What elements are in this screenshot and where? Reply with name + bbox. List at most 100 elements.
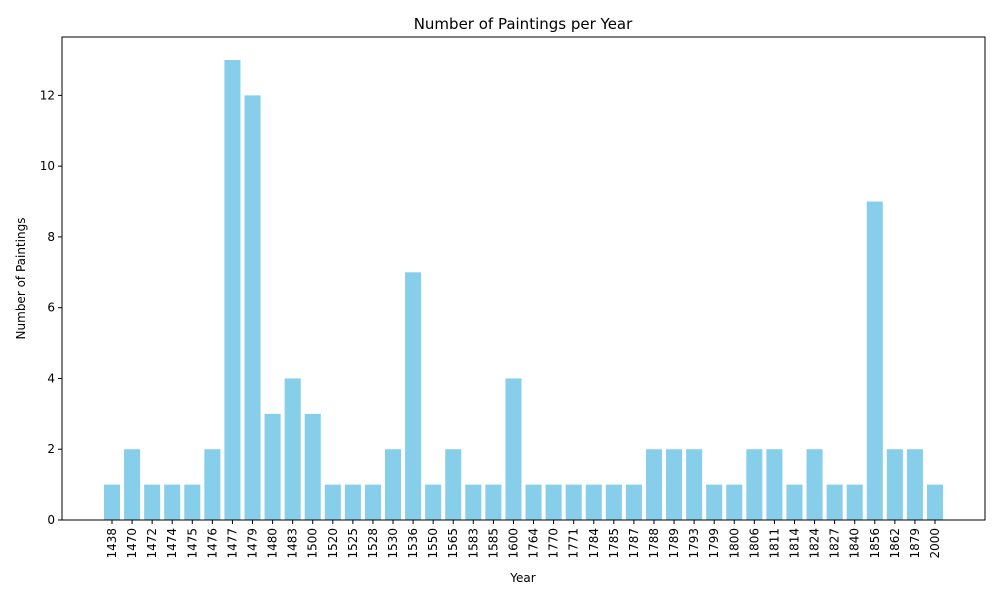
bar-1475	[184, 484, 201, 520]
bar-1472	[144, 484, 161, 520]
y-axis-label: Number of Paintings	[14, 218, 28, 340]
bar-1474	[164, 484, 181, 520]
plot-frame	[61, 36, 986, 521]
bar-1840	[846, 484, 863, 520]
bar-1550	[425, 484, 442, 520]
x-tick-label-1771: 1771	[567, 528, 581, 559]
bar-1583	[465, 484, 482, 520]
bar-1438	[103, 484, 121, 520]
bar-1520	[324, 484, 341, 520]
bar-1476	[204, 449, 221, 520]
bar-1585	[485, 484, 502, 520]
x-tick-label-1811: 1811	[767, 528, 781, 559]
x-tick-label-1824: 1824	[808, 528, 822, 559]
x-tick-label-1438: 1438	[105, 528, 119, 559]
bar-1787	[625, 484, 642, 520]
bar-1800	[726, 484, 743, 520]
x-tick-label-1530: 1530	[386, 528, 400, 559]
y-tick-label-10: 10	[40, 159, 55, 173]
y-tick-label-8: 8	[47, 230, 55, 244]
x-tick-label-1879: 1879	[908, 528, 922, 559]
y-tick-label-4: 4	[47, 371, 55, 385]
bar-1565	[445, 449, 462, 520]
x-tick-label-1475: 1475	[185, 528, 199, 559]
x-tick-label-1788: 1788	[647, 528, 661, 559]
bar-1806	[746, 449, 763, 520]
bar-1811	[766, 449, 783, 520]
x-tick-label-1483: 1483	[286, 528, 300, 559]
x-tick-label-1477: 1477	[225, 528, 239, 559]
x-tick-label-1862: 1862	[888, 528, 902, 559]
y-tick-label-0: 0	[47, 513, 55, 527]
x-tick-label-1480: 1480	[266, 528, 280, 559]
x-tick-label-1583: 1583	[466, 528, 480, 559]
bar-1480	[264, 413, 281, 520]
x-tick-label-1793: 1793	[687, 528, 701, 559]
x-tick-label-1500: 1500	[306, 528, 320, 559]
bar-1856	[866, 201, 883, 521]
bar-1824	[806, 449, 823, 520]
x-tick-label-1799: 1799	[707, 528, 721, 559]
x-tick-label-1520: 1520	[326, 528, 340, 559]
x-tick-label-1474: 1474	[165, 528, 179, 559]
x-tick-label-1764: 1764	[527, 528, 541, 559]
y-axis: 0 2 4 6 8 10 12	[40, 88, 62, 527]
x-tick-label-1476: 1476	[205, 528, 219, 559]
x-tick-label-2000: 2000	[928, 528, 942, 559]
bar-1788	[645, 449, 663, 520]
x-tick-label-1856: 1856	[868, 528, 882, 559]
bar-1771	[565, 484, 582, 520]
chart-title: Number of Paintings per Year	[414, 15, 633, 33]
bar-2000	[926, 484, 944, 520]
x-tick-label-1525: 1525	[346, 528, 360, 559]
y-tick-label-2: 2	[47, 442, 55, 456]
bar-1785	[605, 484, 622, 520]
bar-1862	[886, 449, 903, 520]
bar-1528	[364, 484, 381, 520]
bar-1600	[505, 378, 522, 520]
bar-1479	[244, 95, 261, 520]
x-tick-label-1472: 1472	[145, 528, 159, 559]
bar-1789	[666, 449, 683, 520]
x-tick-label-1550: 1550	[426, 528, 440, 559]
bar-1470	[124, 449, 141, 520]
bar-1770	[545, 484, 562, 520]
bar-1530	[384, 449, 402, 520]
x-tick-label-1528: 1528	[366, 528, 380, 559]
x-tick-label-1827: 1827	[828, 528, 842, 559]
bar-1477	[224, 60, 241, 520]
x-tick-label-1479: 1479	[246, 528, 260, 559]
x-tick-label-1806: 1806	[747, 528, 761, 559]
x-tick-label-1789: 1789	[667, 528, 681, 559]
x-axis-label: Year	[509, 571, 535, 585]
x-tick-label-1470: 1470	[125, 528, 139, 559]
bar-1525	[344, 484, 361, 520]
x-tick-label-1787: 1787	[627, 528, 641, 559]
bar-1879	[906, 449, 923, 520]
bar-1483	[284, 378, 301, 520]
bar-1784	[585, 484, 602, 520]
x-tick-label-1565: 1565	[446, 528, 460, 559]
x-tick-label-1784: 1784	[587, 528, 601, 559]
bar-1827	[826, 484, 843, 520]
y-tick-label-12: 12	[40, 88, 55, 102]
x-tick-label-1770: 1770	[547, 528, 561, 559]
x-tick-label-1600: 1600	[506, 528, 520, 559]
x-tick-label-1814: 1814	[787, 528, 801, 559]
bar-1764	[525, 484, 542, 520]
x-tick-label-1840: 1840	[848, 528, 862, 559]
x-axis: 1438 1470 1472 1474 1475 1476 1477 1479 1480 1483…	[105, 520, 942, 559]
bar-1536	[405, 272, 422, 520]
x-tick-label-1785: 1785	[607, 528, 621, 559]
x-tick-label-1800: 1800	[727, 528, 741, 559]
bars-group	[103, 60, 944, 521]
bar-1500	[304, 413, 321, 520]
x-tick-label-1536: 1536	[406, 528, 420, 559]
x-tick-label-1585: 1585	[486, 528, 500, 559]
bar-1799	[706, 484, 723, 520]
bar-1793	[686, 449, 703, 520]
y-tick-label-6: 6	[47, 301, 55, 315]
bar-1814	[786, 484, 803, 520]
